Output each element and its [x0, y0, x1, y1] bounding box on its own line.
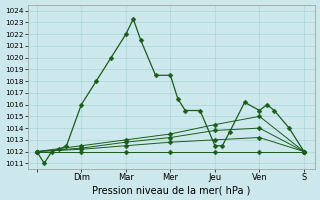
X-axis label: Pression niveau de la mer( hPa ): Pression niveau de la mer( hPa ): [92, 185, 251, 195]
